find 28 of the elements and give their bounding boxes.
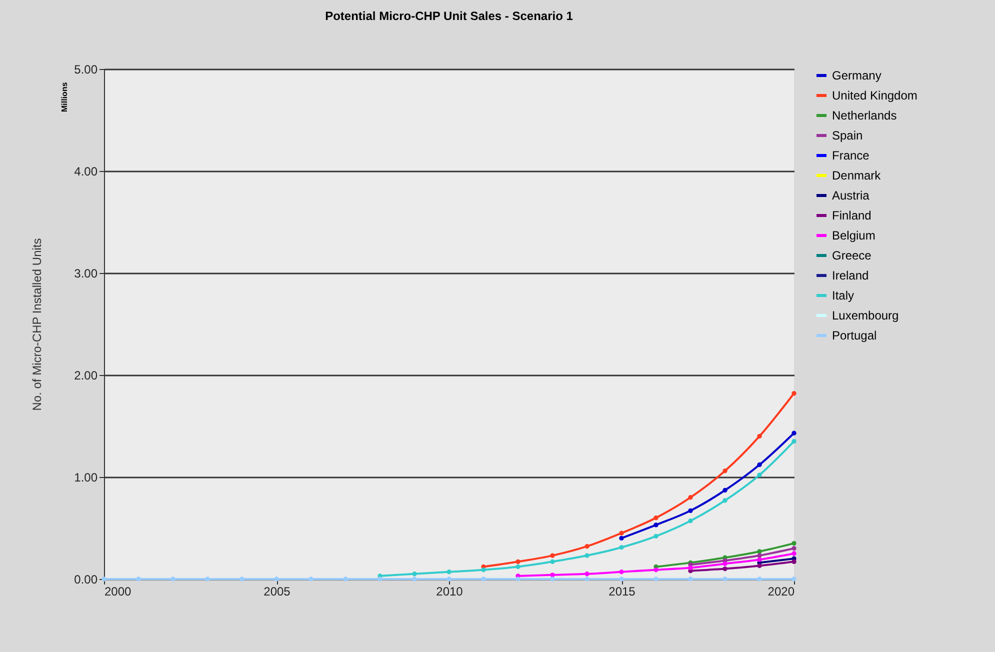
- legend-label: Ireland: [832, 268, 869, 282]
- y-tick-label: 1.00: [74, 470, 98, 484]
- x-tick-label: 2015: [608, 584, 636, 598]
- x-tick-label: 2010: [436, 584, 464, 598]
- text: Millions: [60, 82, 69, 112]
- x-tick-label: 2005: [264, 584, 291, 598]
- legend-label: Austria: [832, 188, 870, 202]
- y-tick-label: 4.00: [74, 164, 98, 178]
- chart-title: Potential Micro-CHP Unit Sales - Scenario 1: [325, 9, 574, 23]
- legend-label: United Kingdom: [832, 88, 918, 102]
- y-tick-label: 3.00: [74, 266, 98, 280]
- x-tick-label: 2020: [768, 584, 795, 598]
- x-tick-label: 2000: [104, 584, 132, 598]
- legend-label: Luxembourg: [832, 308, 899, 322]
- legend-label: Belgium: [832, 228, 876, 242]
- legend-label: Netherlands: [832, 108, 897, 122]
- y-tick-label: 0.00: [74, 572, 98, 586]
- legend-label: Denmark: [832, 168, 882, 182]
- legend-label: Spain: [832, 128, 863, 142]
- legend-label: Germany: [832, 68, 882, 82]
- legend-label: Finland: [832, 208, 872, 222]
- y-axis-title: No. of Micro-CHP Installed Units: [30, 238, 44, 411]
- y-tick-label: 2.00: [74, 368, 98, 382]
- legend-label: France: [832, 148, 870, 162]
- legend-label: Portugal: [832, 328, 877, 342]
- legend-label: Italy: [832, 288, 854, 302]
- y-tick-label: 5.00: [74, 62, 98, 76]
- legend-label: Greece: [832, 248, 872, 262]
